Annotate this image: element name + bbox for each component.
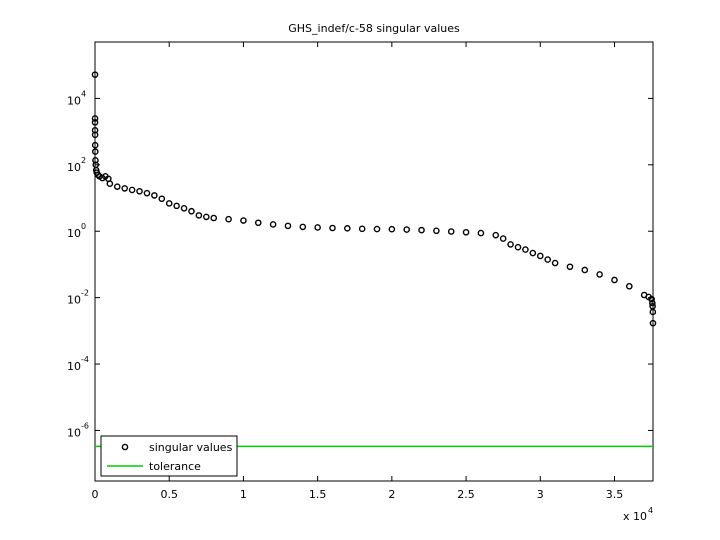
legend-box [100,435,238,477]
x-tick-label: 2 [388,488,395,501]
x-tick-label: 0.5 [160,488,178,501]
data-point [447,228,455,235]
x-tick-label: 0 [92,488,99,501]
data-point [91,131,99,139]
data-point [284,222,292,230]
data-point [91,141,99,149]
x-tick-label: 2.5 [457,488,475,501]
data-point [180,205,188,212]
data-point [136,187,143,195]
data-point [314,224,321,231]
data-point [648,295,655,303]
data-point [433,227,440,235]
y-tick-label: 10 [67,294,81,307]
data-point [203,213,210,221]
data-point [499,235,507,242]
x-tick-label: 1.5 [309,488,327,501]
data-point [210,214,218,222]
legend-marker [121,443,129,451]
data-point [299,223,307,231]
data-point [418,226,425,234]
y-tick-exp: 0 [81,222,86,231]
data-point [358,225,366,233]
x-tick-label: 1 [240,488,247,501]
data-point [596,271,603,278]
legend-label: singular values [149,441,233,454]
data-point [158,195,166,203]
y-tick-exp: -2 [81,289,89,298]
data-point [254,219,262,227]
y-tick-exp: -4 [81,355,89,364]
x-tick-label: 3.5 [606,488,624,501]
y-tick-label: 10 [67,161,81,174]
data-point [649,319,657,327]
y-tick-exp: 4 [81,89,86,98]
data-point [581,266,589,274]
data-point [91,119,99,126]
data-point [388,225,396,233]
y-tick-exp: -6 [81,421,89,430]
data-point [507,241,514,248]
data-point [225,215,232,223]
y-tick-label: 10 [67,426,81,439]
data-point [121,185,128,192]
data-point [143,189,151,197]
data-point [195,212,203,219]
data-point [91,115,99,122]
legend-label: tolerance [149,460,201,473]
data-point [551,259,559,267]
y-tick-label: 10 [67,227,81,240]
y-tick-exp: 2 [81,156,86,165]
data-point [269,221,277,228]
data-point [128,186,136,194]
data-point [529,249,537,257]
data-point [649,308,657,316]
x-tick-label: 3 [537,488,544,501]
data-point [344,225,351,232]
data-point [462,228,470,236]
y-tick-label: 10 [67,94,81,107]
data-point [240,217,247,224]
data-point [544,256,551,263]
data-point [106,180,114,187]
chart-title: GHS_indef/c-58 singular values [288,22,460,35]
y-tick-label: 10 [67,360,81,373]
data-point [514,243,522,251]
data-point [165,200,173,207]
data-point [91,71,99,78]
plot-frame [94,41,654,482]
x-multiplier: x 10 [623,510,647,523]
data-point [611,276,618,284]
data-point [477,229,485,237]
data-point [151,192,158,199]
x-multiplier-exp: 4 [648,506,653,515]
data-point [91,148,99,155]
data-point [113,183,121,190]
data-point [649,299,656,307]
data-point [173,202,180,210]
data-point [329,224,336,232]
data-point [188,207,195,215]
data-point [373,225,381,233]
data-point [522,246,529,253]
data-point [94,171,102,179]
data-point [566,263,574,271]
data-point [403,226,410,233]
data-point [536,252,544,260]
data-point [492,231,500,239]
data-point [626,282,633,290]
